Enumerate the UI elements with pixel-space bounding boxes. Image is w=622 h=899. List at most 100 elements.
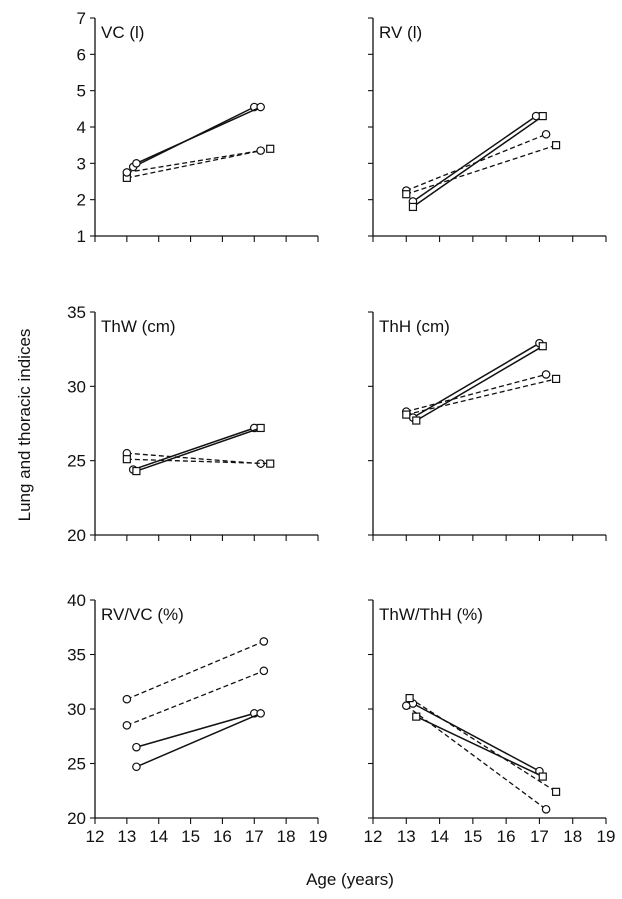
series-line-4	[409, 697, 557, 793]
panel-title: ThW/ThH (%)	[379, 605, 483, 624]
series-line-3	[126, 148, 271, 179]
data-point-square	[405, 693, 414, 703]
data-point-square	[266, 459, 275, 468]
series-line-2	[136, 427, 261, 472]
data-point-square	[132, 466, 141, 476]
y-tick-label: 25	[67, 452, 86, 471]
data-point-circle	[132, 742, 141, 752]
series-line-3	[406, 133, 547, 192]
series-line-1	[132, 427, 255, 471]
panel-3: 20 25 30 35 ThW (cm)	[67, 303, 319, 545]
data-point-circle	[259, 637, 269, 646]
data-point-circle	[401, 701, 411, 711]
y-tick-label: 1	[77, 227, 86, 246]
data-point-square	[266, 144, 275, 153]
series-line-1	[412, 702, 540, 772]
data-point-square	[538, 111, 547, 121]
data-point-circle	[122, 694, 132, 704]
x-tick-label: 19	[597, 827, 616, 846]
series-line-3	[136, 712, 255, 748]
data-point-square	[122, 455, 131, 464]
data-point-circle	[259, 666, 269, 676]
data-point-square	[538, 342, 547, 351]
series-line-2	[415, 715, 544, 778]
series-line-3	[126, 452, 261, 465]
x-tick-label: 18	[277, 827, 296, 846]
x-tick-label: 13	[397, 827, 416, 846]
x-tick-label: 17	[245, 827, 264, 846]
y-tick-label: 6	[77, 45, 86, 64]
y-axis-label: Lung and thoracic indices	[15, 329, 34, 522]
y-tick-label: 30	[67, 700, 86, 719]
data-point-square	[402, 410, 411, 419]
y-tick-label: 25	[67, 755, 86, 774]
y-tick-label: 4	[77, 118, 86, 137]
x-tick-label: 15	[181, 827, 200, 846]
y-tick-label: 20	[67, 809, 86, 828]
panel-title: RV/VC (%)	[101, 605, 184, 624]
panel-title: RV (l)	[379, 23, 422, 42]
data-point-square	[551, 141, 561, 150]
x-axis-label: Age (years)	[306, 870, 394, 889]
series-line-2	[126, 670, 265, 727]
series-line-4	[406, 378, 557, 416]
y-tick-label: 30	[67, 377, 86, 396]
data-point-square	[538, 772, 547, 781]
y-tick-label: 35	[67, 646, 86, 665]
x-tick-label: 13	[117, 827, 136, 846]
x-tick-label: 15	[463, 827, 482, 846]
data-point-circle	[122, 721, 132, 730]
series-line-1	[126, 640, 265, 700]
series-line-1	[412, 115, 537, 203]
series-line-2	[412, 115, 544, 208]
panel-title: ThW (cm)	[101, 317, 176, 336]
data-point-circle	[256, 102, 265, 112]
y-tick-label: 40	[67, 591, 86, 610]
series-line-4	[406, 144, 557, 195]
data-point-circle	[541, 804, 551, 814]
x-tick-label: 14	[149, 827, 168, 846]
series-line-3	[406, 373, 547, 413]
series-line-3	[405, 705, 547, 810]
data-point-square	[256, 423, 265, 433]
data-point-circle	[541, 129, 551, 139]
data-point-square	[551, 787, 561, 796]
panel-title: ThH (cm)	[379, 317, 450, 336]
panel-2: RV (l)	[368, 17, 607, 242]
x-tick-label: 17	[530, 827, 549, 846]
x-tick-label: 16	[497, 827, 516, 846]
data-point-circle	[122, 168, 132, 177]
series-line-4	[126, 149, 261, 174]
panel-4: ThH (cm)	[368, 311, 607, 541]
series-line-2	[136, 106, 262, 164]
y-tick-label: 35	[67, 303, 86, 322]
x-tick-label: 12	[364, 827, 383, 846]
y-tick-label: 2	[77, 191, 86, 210]
data-point-square	[408, 202, 418, 212]
panel-6: 12 13 14 15 16 17 18 19 ThW/ThH (%)	[364, 599, 616, 846]
series-line-2	[415, 345, 544, 422]
panel-title: VC (l)	[101, 23, 144, 42]
data-point-circle	[132, 762, 141, 772]
data-point-circle	[132, 159, 141, 168]
y-tick-label: 7	[77, 9, 86, 28]
series-line-1	[412, 342, 540, 419]
data-point-circle	[541, 370, 551, 379]
data-point-circle	[256, 709, 265, 718]
data-point-square	[402, 190, 411, 199]
data-point-square	[412, 416, 421, 425]
series-line-4	[136, 712, 261, 768]
panel-1: 1 2 3 4 5 6 7 VC (l)	[77, 9, 319, 246]
data-point-square	[412, 712, 421, 721]
y-tick-label: 20	[67, 526, 86, 545]
x-tick-label: 19	[309, 827, 328, 846]
x-tick-label: 14	[430, 827, 449, 846]
y-tick-label: 5	[77, 82, 86, 101]
x-tick-label: 12	[86, 827, 105, 846]
data-point-square	[551, 374, 561, 383]
series-line-4	[126, 458, 271, 465]
x-tick-label: 16	[213, 827, 232, 846]
panel-5: 20 25 30 35 40 12 13 14 15 16 17 18 19 RV/VC (%)	[67, 591, 327, 846]
